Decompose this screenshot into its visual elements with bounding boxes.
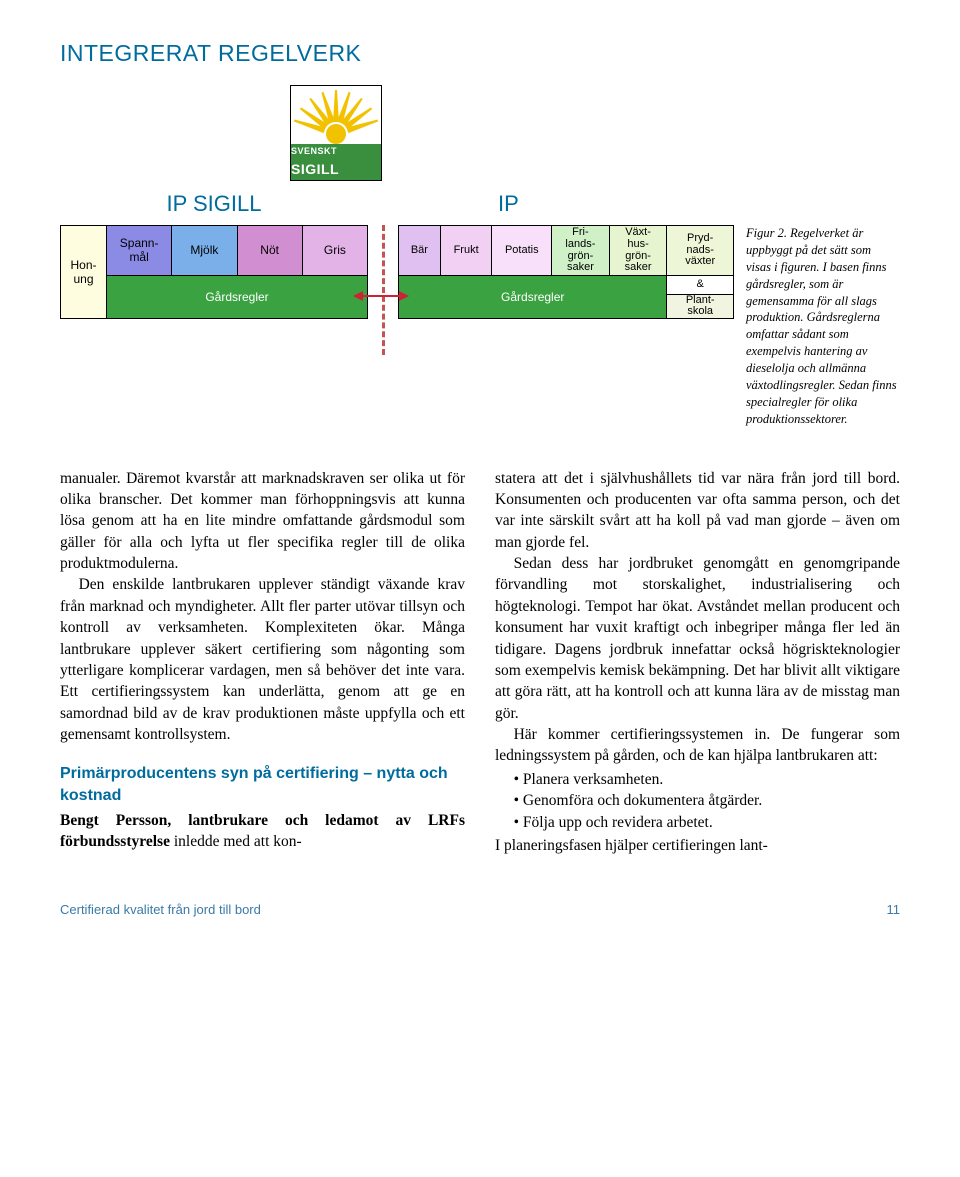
page-footer: Certifierad kvalitet från jord till bord…	[60, 902, 900, 917]
sun-icon	[291, 86, 381, 144]
cell-frilands: Fri-lands-grön-saker	[552, 226, 610, 276]
p: statera att det i självhushållets tid va…	[495, 468, 900, 554]
diagram-headers: IP SIGILL IP	[60, 191, 900, 217]
cell-amp: &	[667, 276, 733, 294]
logo-wrap: SVENSKT SIGILL	[290, 85, 382, 181]
cell-bar: Bär	[399, 226, 441, 276]
cell-vaxthus: Växt-hus-grön-saker	[610, 226, 668, 276]
figure-caption: Figur 2. Regelverket är uppbyggt på det …	[734, 225, 898, 428]
cell-prydnads: Pryd-nads-växter	[667, 226, 733, 276]
list-item: Genomföra och dokumentera åtgärder.	[514, 790, 900, 811]
body-columns: manualer. Däremot kvarstår att marknadsk…	[60, 468, 900, 857]
column-left: manualer. Däremot kvarstår att marknadsk…	[60, 468, 465, 857]
list-item: Följa upp och revidera arbetet.	[514, 812, 900, 833]
column-right: statera att det i självhushållets tid va…	[495, 468, 900, 857]
diagram: Hon-ung Spann-mål Mjölk Nöt Gris Gårdsre…	[60, 225, 900, 428]
p: Bengt Persson, lantbrukare och ledamot a…	[60, 810, 465, 853]
header-right: IP	[398, 191, 900, 217]
cell-gardsregler-left: Gårdsregler	[107, 276, 367, 318]
cell-honung: Hon-ung	[61, 226, 107, 318]
page-number: 11	[887, 902, 901, 917]
logo-text-bottom: SIGILL	[291, 158, 381, 180]
cell-not: Nöt	[238, 226, 303, 276]
p: Här kommer certifieringssystemen in. De …	[495, 724, 900, 767]
cell-gardsregler-right: Gårdsregler	[399, 276, 667, 318]
list-item: Planera verksamheten.	[514, 769, 900, 790]
cell-spannmal: Spann-mål	[107, 226, 172, 276]
p: I planeringsfasen hjälper certifieringen…	[495, 835, 900, 856]
cell-potatis: Potatis	[492, 226, 552, 276]
bullet-list: Planera verksamheten. Genomföra och doku…	[514, 769, 900, 833]
footer-text: Certifierad kvalitet från jord till bord	[60, 902, 261, 917]
cell-mjolk: Mjölk	[172, 226, 237, 276]
left-block: Hon-ung Spann-mål Mjölk Nöt Gris Gårdsre…	[60, 225, 368, 319]
header-left: IP SIGILL	[60, 191, 368, 217]
p: Sedan dess har jordbruket genomgått en g…	[495, 553, 900, 724]
subheading: Primärproducentens syn på certifiering –…	[60, 763, 465, 807]
logo-text-top: SVENSKT	[291, 144, 381, 158]
double-arrow-icon	[353, 288, 409, 304]
cell-gris: Gris	[303, 226, 367, 276]
p: manualer. Däremot kvarstår att marknadsk…	[60, 468, 465, 575]
page-title: INTEGRERAT REGELVERK	[60, 40, 900, 67]
right-block: Bär Frukt Potatis Fri-lands-grön-saker V…	[398, 225, 734, 319]
p: Den enskilde lantbrukaren upplever stän­…	[60, 574, 465, 745]
cell-plantskola: Plant-skola	[667, 294, 733, 318]
cell-frukt: Frukt	[441, 226, 493, 276]
